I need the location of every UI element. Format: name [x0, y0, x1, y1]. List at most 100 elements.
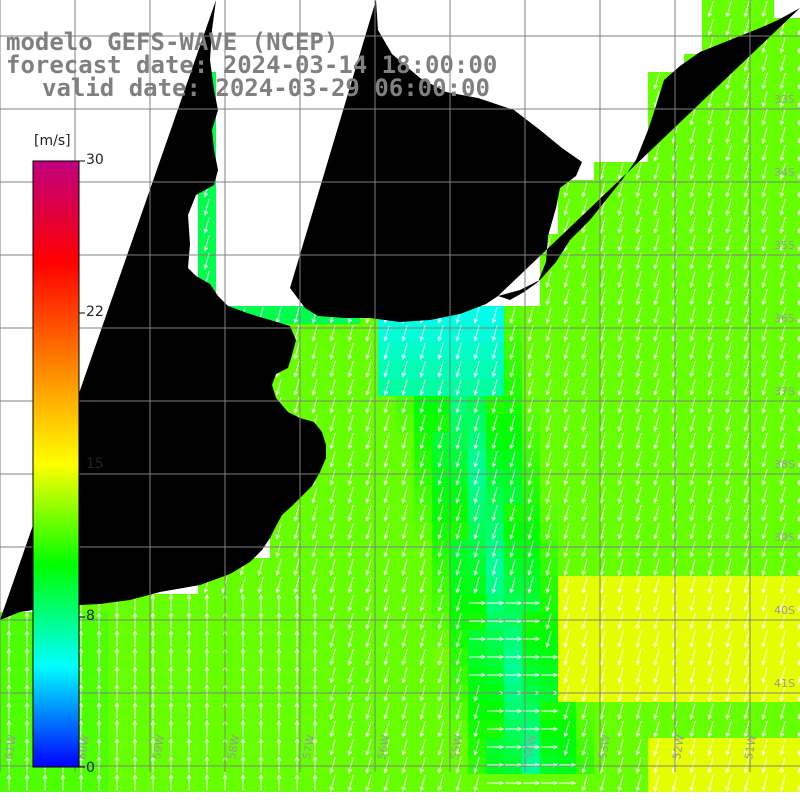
wind-arrow [689, 667, 696, 684]
wind-arrow [653, 451, 660, 468]
wind-arrow [509, 343, 516, 360]
wind-arrow [779, 109, 786, 126]
wind-arrow [311, 343, 318, 360]
wind-arrow [276, 611, 282, 629]
wind-arrow [779, 613, 786, 630]
wind-arrow [437, 523, 444, 540]
wind-arrow [401, 451, 408, 468]
wind-arrow [437, 433, 444, 450]
wind-arrow [653, 703, 660, 720]
wind-arrow [312, 701, 318, 719]
wind-arrow [6, 755, 12, 773]
wind-arrow [743, 505, 750, 522]
wind-arrow [707, 235, 714, 252]
wind-arrow [150, 719, 156, 737]
wind-arrow [689, 631, 696, 648]
wind-arrow [150, 593, 156, 611]
wind-arrow [347, 757, 354, 774]
wind-arrow [329, 505, 336, 522]
wind-arrow [132, 719, 138, 737]
wind-arrow [689, 271, 696, 288]
wind-arrow [365, 595, 372, 612]
wind-arrow [240, 611, 246, 629]
wind-arrow [743, 307, 750, 324]
wind-arrow [725, 703, 732, 720]
wind-arrow [365, 559, 372, 576]
wind-arrow [347, 649, 354, 666]
wind-arrow [347, 667, 354, 684]
wind-arrow [401, 559, 408, 576]
wind-cell [792, 432, 800, 450]
wind-arrow [635, 595, 642, 612]
wind-arrow [383, 451, 390, 468]
wind-arrow [743, 613, 750, 630]
wind-arrow [743, 55, 750, 72]
wind-arrow [707, 505, 714, 522]
longitude-label: 54W [522, 734, 539, 761]
wind-arrow [581, 721, 588, 738]
wind-arrow [96, 737, 102, 755]
wind-arrow [617, 397, 624, 414]
wind-arrow [563, 667, 570, 684]
wind-arrow [258, 611, 264, 629]
wind-arrow [761, 91, 768, 108]
wind-arrow [743, 739, 750, 756]
wind-arrow [541, 708, 559, 714]
longitude-label: 56W [375, 734, 392, 761]
wind-arrow [743, 577, 750, 594]
wind-arrow [725, 613, 732, 630]
wind-arrow [617, 631, 624, 648]
wind-arrow [365, 613, 372, 630]
wind-arrow [294, 629, 300, 647]
wind-arrow [437, 613, 444, 630]
wind-arrow [653, 235, 660, 252]
wind-arrow [311, 379, 318, 396]
wind-cell [792, 558, 800, 576]
wind-arrow [437, 721, 444, 738]
wind-arrow [761, 487, 768, 504]
wind-arrow [455, 703, 462, 720]
wind-arrow [743, 379, 750, 396]
wind-arrow [563, 505, 570, 522]
wind-arrow [707, 361, 714, 378]
wind-arrow [563, 289, 570, 306]
wind-arrow [707, 703, 714, 720]
title-forecast-date: forecast date: 2024-03-14 18:00:00 [6, 51, 498, 79]
wind-arrow [419, 649, 426, 666]
wind-arrow [707, 127, 714, 144]
wind-arrow [617, 505, 624, 522]
wind-arrow [258, 719, 264, 737]
wind-arrow [653, 217, 660, 234]
wind-arrow [689, 541, 696, 558]
wind-arrow [329, 415, 336, 432]
wind-arrow [743, 73, 750, 90]
wind-arrow [401, 757, 408, 774]
wind-arrow [743, 469, 750, 486]
wind-arrow [689, 145, 696, 162]
wind-arrow [150, 755, 156, 773]
wind-arrow [365, 451, 372, 468]
wind-arrow [401, 667, 408, 684]
wind-arrow [383, 595, 390, 612]
wind-arrow [132, 647, 138, 665]
wind-arrow [491, 361, 498, 378]
wind-arrow [383, 541, 390, 558]
wind-arrow [186, 647, 192, 665]
wind-arrow [455, 415, 462, 432]
wind-arrow [509, 379, 516, 396]
wind-arrow [761, 73, 768, 90]
wind-arrow [707, 379, 714, 396]
wind-arrow [186, 593, 192, 611]
wind-arrow [779, 721, 786, 738]
wind-arrow [455, 595, 462, 612]
wind-arrow [761, 217, 768, 234]
wind-arrow [563, 577, 570, 594]
wind-arrow [743, 649, 750, 666]
wind-arrow [725, 415, 732, 432]
wind-arrow [617, 235, 624, 252]
wind-arrow [707, 775, 714, 792]
wind-arrow [527, 469, 534, 486]
wind-arrow [401, 613, 408, 630]
wind-arrow [437, 541, 444, 558]
wind-arrow [563, 433, 570, 450]
